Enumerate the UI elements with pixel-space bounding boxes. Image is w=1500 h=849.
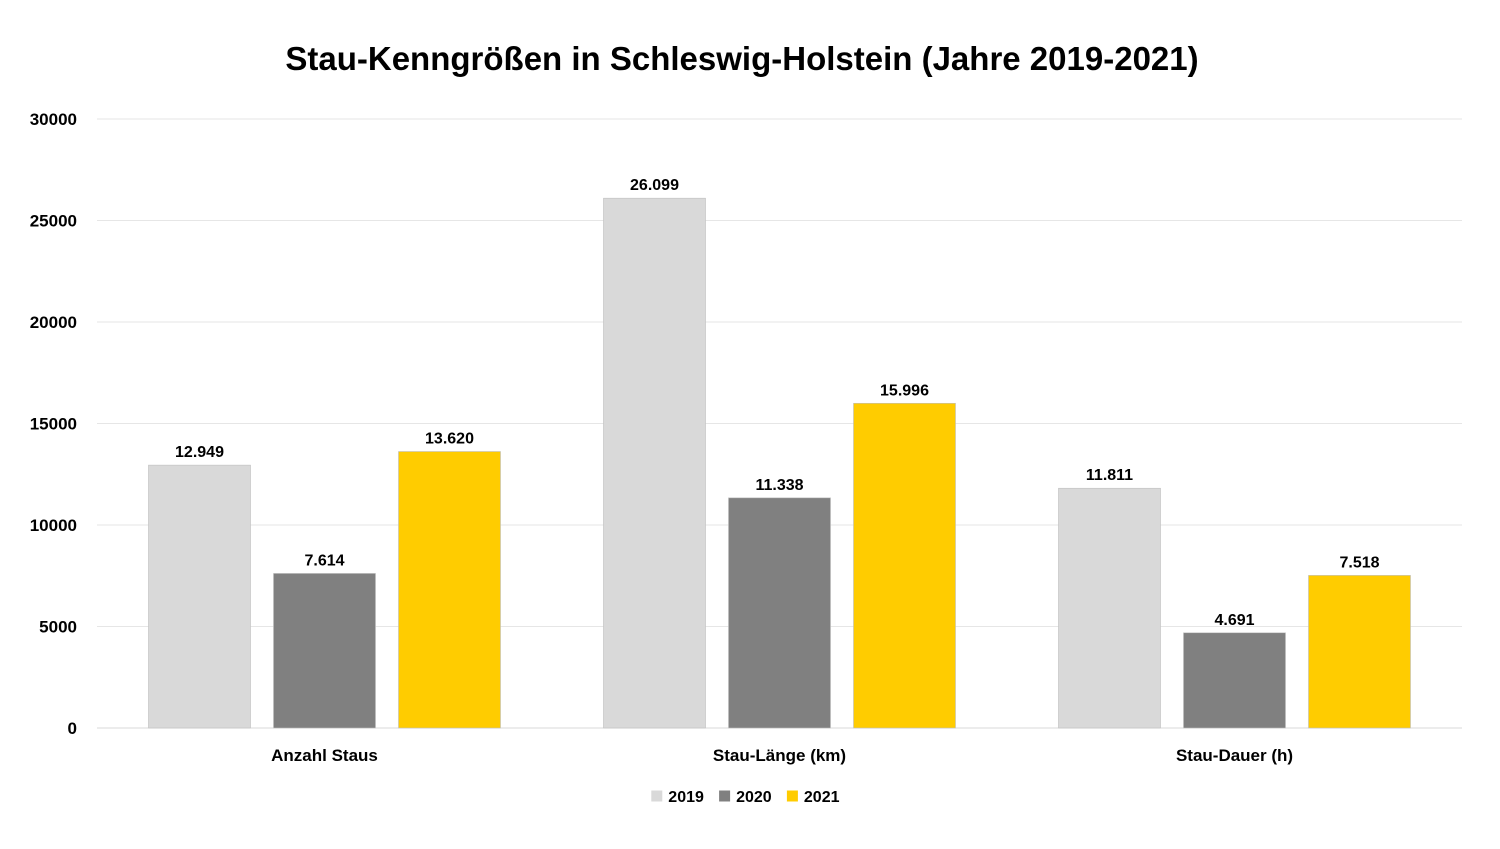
y-tick-label-5000: 5000: [39, 618, 77, 637]
data-label-stau-dauer-h-2019: 11.811: [1086, 467, 1133, 484]
legend-swatch-2019: [651, 790, 663, 802]
data-label-stau-l-nge-km-2021: 15.996: [880, 382, 929, 399]
data-label-anzahl-staus-2020: 7.614: [304, 552, 344, 569]
legend-label-2021: 2021: [804, 789, 840, 806]
bar-stau-l-nge-km-2019: [603, 197, 706, 729]
bar-stau-l-nge-km-2021: [853, 402, 956, 729]
bars: [148, 197, 1411, 729]
x-category-label-anzahl-staus: Anzahl Staus: [271, 746, 378, 765]
data-label-stau-dauer-h-2021: 7.518: [1339, 554, 1379, 571]
data-label-anzahl-staus-2021: 13.620: [425, 431, 474, 448]
y-axis-ticks: 0 5000 10000 15000 20000 25000 30000: [30, 110, 77, 738]
bar-anzahl-staus-2021: [398, 451, 501, 729]
y-tick-label-10000: 10000: [30, 516, 77, 535]
data-label-stau-dauer-h-2020: 4.691: [1214, 612, 1254, 629]
y-tick-label-20000: 20000: [30, 313, 77, 332]
chart-title: Stau-Kenngrößen in Schleswig-Holstein (J…: [285, 40, 1198, 77]
data-labels: 12.949 7.614 13.620 26.099 11.338 15.996 11.81…: [175, 177, 1380, 629]
legend: 2019 2020 2021: [651, 789, 840, 806]
legend-label-2020: 2020: [736, 789, 772, 806]
data-label-anzahl-staus-2019: 12.949: [175, 444, 224, 461]
legend-swatch-2020: [719, 790, 731, 802]
y-tick-label-25000: 25000: [30, 212, 77, 231]
x-category-label-stau-l-nge-km: Stau-Länge (km): [713, 746, 846, 765]
legend-label-2019: 2019: [668, 789, 704, 806]
bar-stau-l-nge-km-2020: [728, 497, 831, 729]
legend-swatch-2021: [786, 790, 798, 802]
bar-stau-dauer-h-2021: [1308, 575, 1411, 729]
y-tick-label-15000: 15000: [30, 415, 77, 434]
bar-anzahl-staus-2020: [273, 573, 376, 729]
bar-anzahl-staus-2019: [148, 464, 251, 729]
data-label-stau-l-nge-km-2019: 26.099: [630, 177, 679, 194]
y-tick-label-0: 0: [68, 719, 77, 738]
data-label-stau-l-nge-km-2020: 11.338: [755, 477, 803, 494]
bar-stau-dauer-h-2019: [1058, 487, 1161, 729]
x-category-label-stau-dauer-h: Stau-Dauer (h): [1176, 746, 1293, 765]
y-tick-label-30000: 30000: [30, 110, 77, 129]
x-axis-categories: Anzahl Staus Stau-Länge (km) Stau-Dauer (h…: [271, 746, 1293, 765]
bar-stau-dauer-h-2020: [1183, 632, 1286, 729]
